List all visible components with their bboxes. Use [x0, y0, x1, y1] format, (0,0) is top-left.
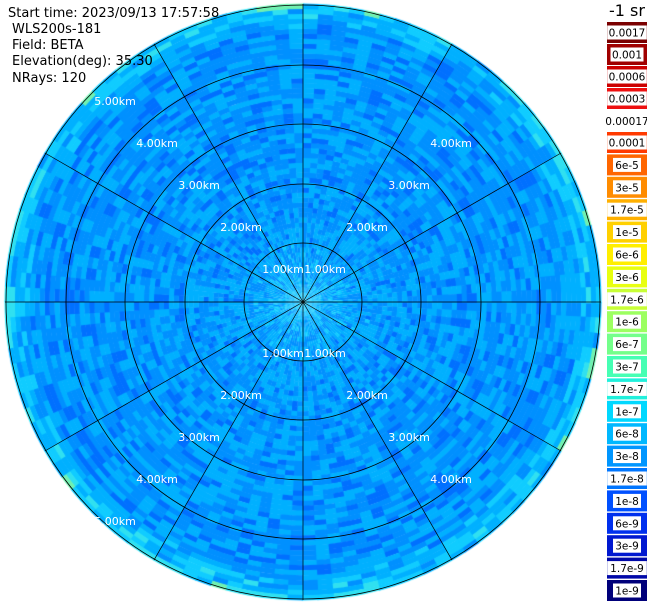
colorbar-label: 0.00017 — [605, 116, 647, 128]
colorbar-label-bg — [607, 471, 647, 486]
colorbar-label-bg — [613, 404, 641, 419]
ring-label-4km: 4.00km — [136, 137, 178, 150]
ring-label-2km: 2.00km — [220, 389, 262, 402]
colorbar-label-bg — [613, 493, 641, 508]
colorbar-label: 3e-6 — [615, 272, 639, 284]
radial-line — [302, 301, 453, 561]
colorbar-label-bg — [607, 69, 647, 84]
colorbar-label-bg — [613, 225, 641, 240]
elevation-label: Elevation(deg): 35.30 — [12, 54, 153, 69]
ring-label-3km: 3.00km — [388, 431, 430, 444]
radial-line — [44, 152, 304, 303]
colorbar-label: 1.7e-6 — [610, 294, 644, 306]
colorbar-label: 3e-7 — [615, 362, 639, 374]
radial-line — [153, 43, 304, 303]
colorbar-unit-label: -1 sr — [609, 1, 645, 20]
colorbar-label-bg — [607, 91, 647, 106]
radial-line — [302, 152, 562, 303]
ring-label-3km: 3.00km — [388, 179, 430, 192]
colorbar-label-bg — [613, 538, 641, 553]
colorbar-label: 1.7e-8 — [610, 474, 644, 486]
colorbar-label: 0.0017 — [609, 28, 646, 40]
field-label: Field: BETA — [12, 38, 84, 53]
ring-label-2km: 2.00km — [346, 221, 388, 234]
ring-label-2km: 2.00km — [346, 389, 388, 402]
nrays-label: NRays: 120 — [12, 71, 87, 86]
colorbar-label: 1e-8 — [615, 496, 639, 508]
colorbar-label-bg — [607, 292, 647, 307]
colorbar-label: 1.7e-7 — [610, 384, 644, 396]
colorbar-label: 6e-5 — [615, 160, 639, 172]
ring-label-5km: 5.00km — [94, 95, 136, 108]
colorbar-label-bg — [613, 583, 641, 598]
colorbar-label-bg — [613, 247, 641, 262]
colorbar-label-bg — [607, 561, 647, 576]
colorbar-label: 3e-8 — [615, 451, 639, 463]
colorbar-label-bg — [613, 314, 641, 329]
colorbar-label-bg — [613, 516, 641, 531]
colorbar-label: 0.001 — [612, 50, 642, 62]
colorbar-label: 0.0001 — [609, 138, 646, 150]
colorbar-label-bg — [613, 337, 641, 352]
colorbar-label-bg — [607, 381, 647, 396]
colorbar-label: 6e-6 — [615, 250, 639, 262]
colorbar-label: 0.0006 — [609, 72, 646, 84]
colorbar-label-bg — [613, 180, 641, 195]
ring-label-2km: 2.00km — [220, 221, 262, 234]
start-time-label: Start time: 2023/09/13 17:57:58 — [8, 6, 220, 21]
ring-label-4km: 4.00km — [136, 473, 178, 486]
colorbar-label: 0.0003 — [609, 94, 646, 106]
radial-line — [153, 301, 304, 561]
colorbar-label: 3e-5 — [615, 182, 639, 194]
ring-label-1km: 1.00km — [304, 347, 346, 360]
radial-line — [44, 301, 304, 452]
colorbar-label: 3e-9 — [615, 541, 639, 553]
colorbar-label-bg — [607, 202, 647, 217]
colorbar-label: 1e-7 — [615, 406, 639, 418]
ring-label-4km: 4.00km — [430, 473, 472, 486]
ring-label-1km: 1.00km — [262, 263, 304, 276]
radial-line — [302, 301, 562, 452]
colorbar-label: 1e-5 — [615, 227, 639, 239]
colorbar-label: 6e-7 — [615, 339, 639, 351]
colorbar-label-bg — [603, 114, 647, 128]
ring-label-5km: 5.00km — [94, 515, 136, 528]
colorbar-label-bg — [613, 269, 641, 284]
colorbar-label-bg — [613, 449, 641, 464]
colorbar-label: 1.7e-5 — [610, 205, 644, 217]
colorbar-label-bg — [607, 25, 647, 40]
colorbar-label-bg — [613, 157, 641, 172]
colorbar-label: 6e-8 — [615, 429, 639, 441]
colorbar-label-bg — [613, 426, 641, 441]
device-label: WLS200s-181 — [12, 22, 102, 37]
colorbar-label-bg — [607, 135, 647, 150]
ring-label-3km: 3.00km — [178, 431, 220, 444]
ring-label-1km: 1.00km — [262, 347, 304, 360]
colorbar-label: 6e-9 — [615, 518, 639, 530]
ring-label-1km: 1.00km — [304, 263, 346, 276]
colorbar-label-bg — [613, 359, 641, 374]
ring-label-3km: 3.00km — [178, 179, 220, 192]
colorbar-label: 1.7e-9 — [610, 563, 644, 575]
colorbar-label: 1e-6 — [615, 317, 639, 329]
radial-line — [302, 43, 453, 303]
colorbar-label-bg — [610, 47, 644, 62]
colorbar-label: 1e-9 — [615, 586, 639, 598]
ring-label-4km: 4.00km — [430, 137, 472, 150]
